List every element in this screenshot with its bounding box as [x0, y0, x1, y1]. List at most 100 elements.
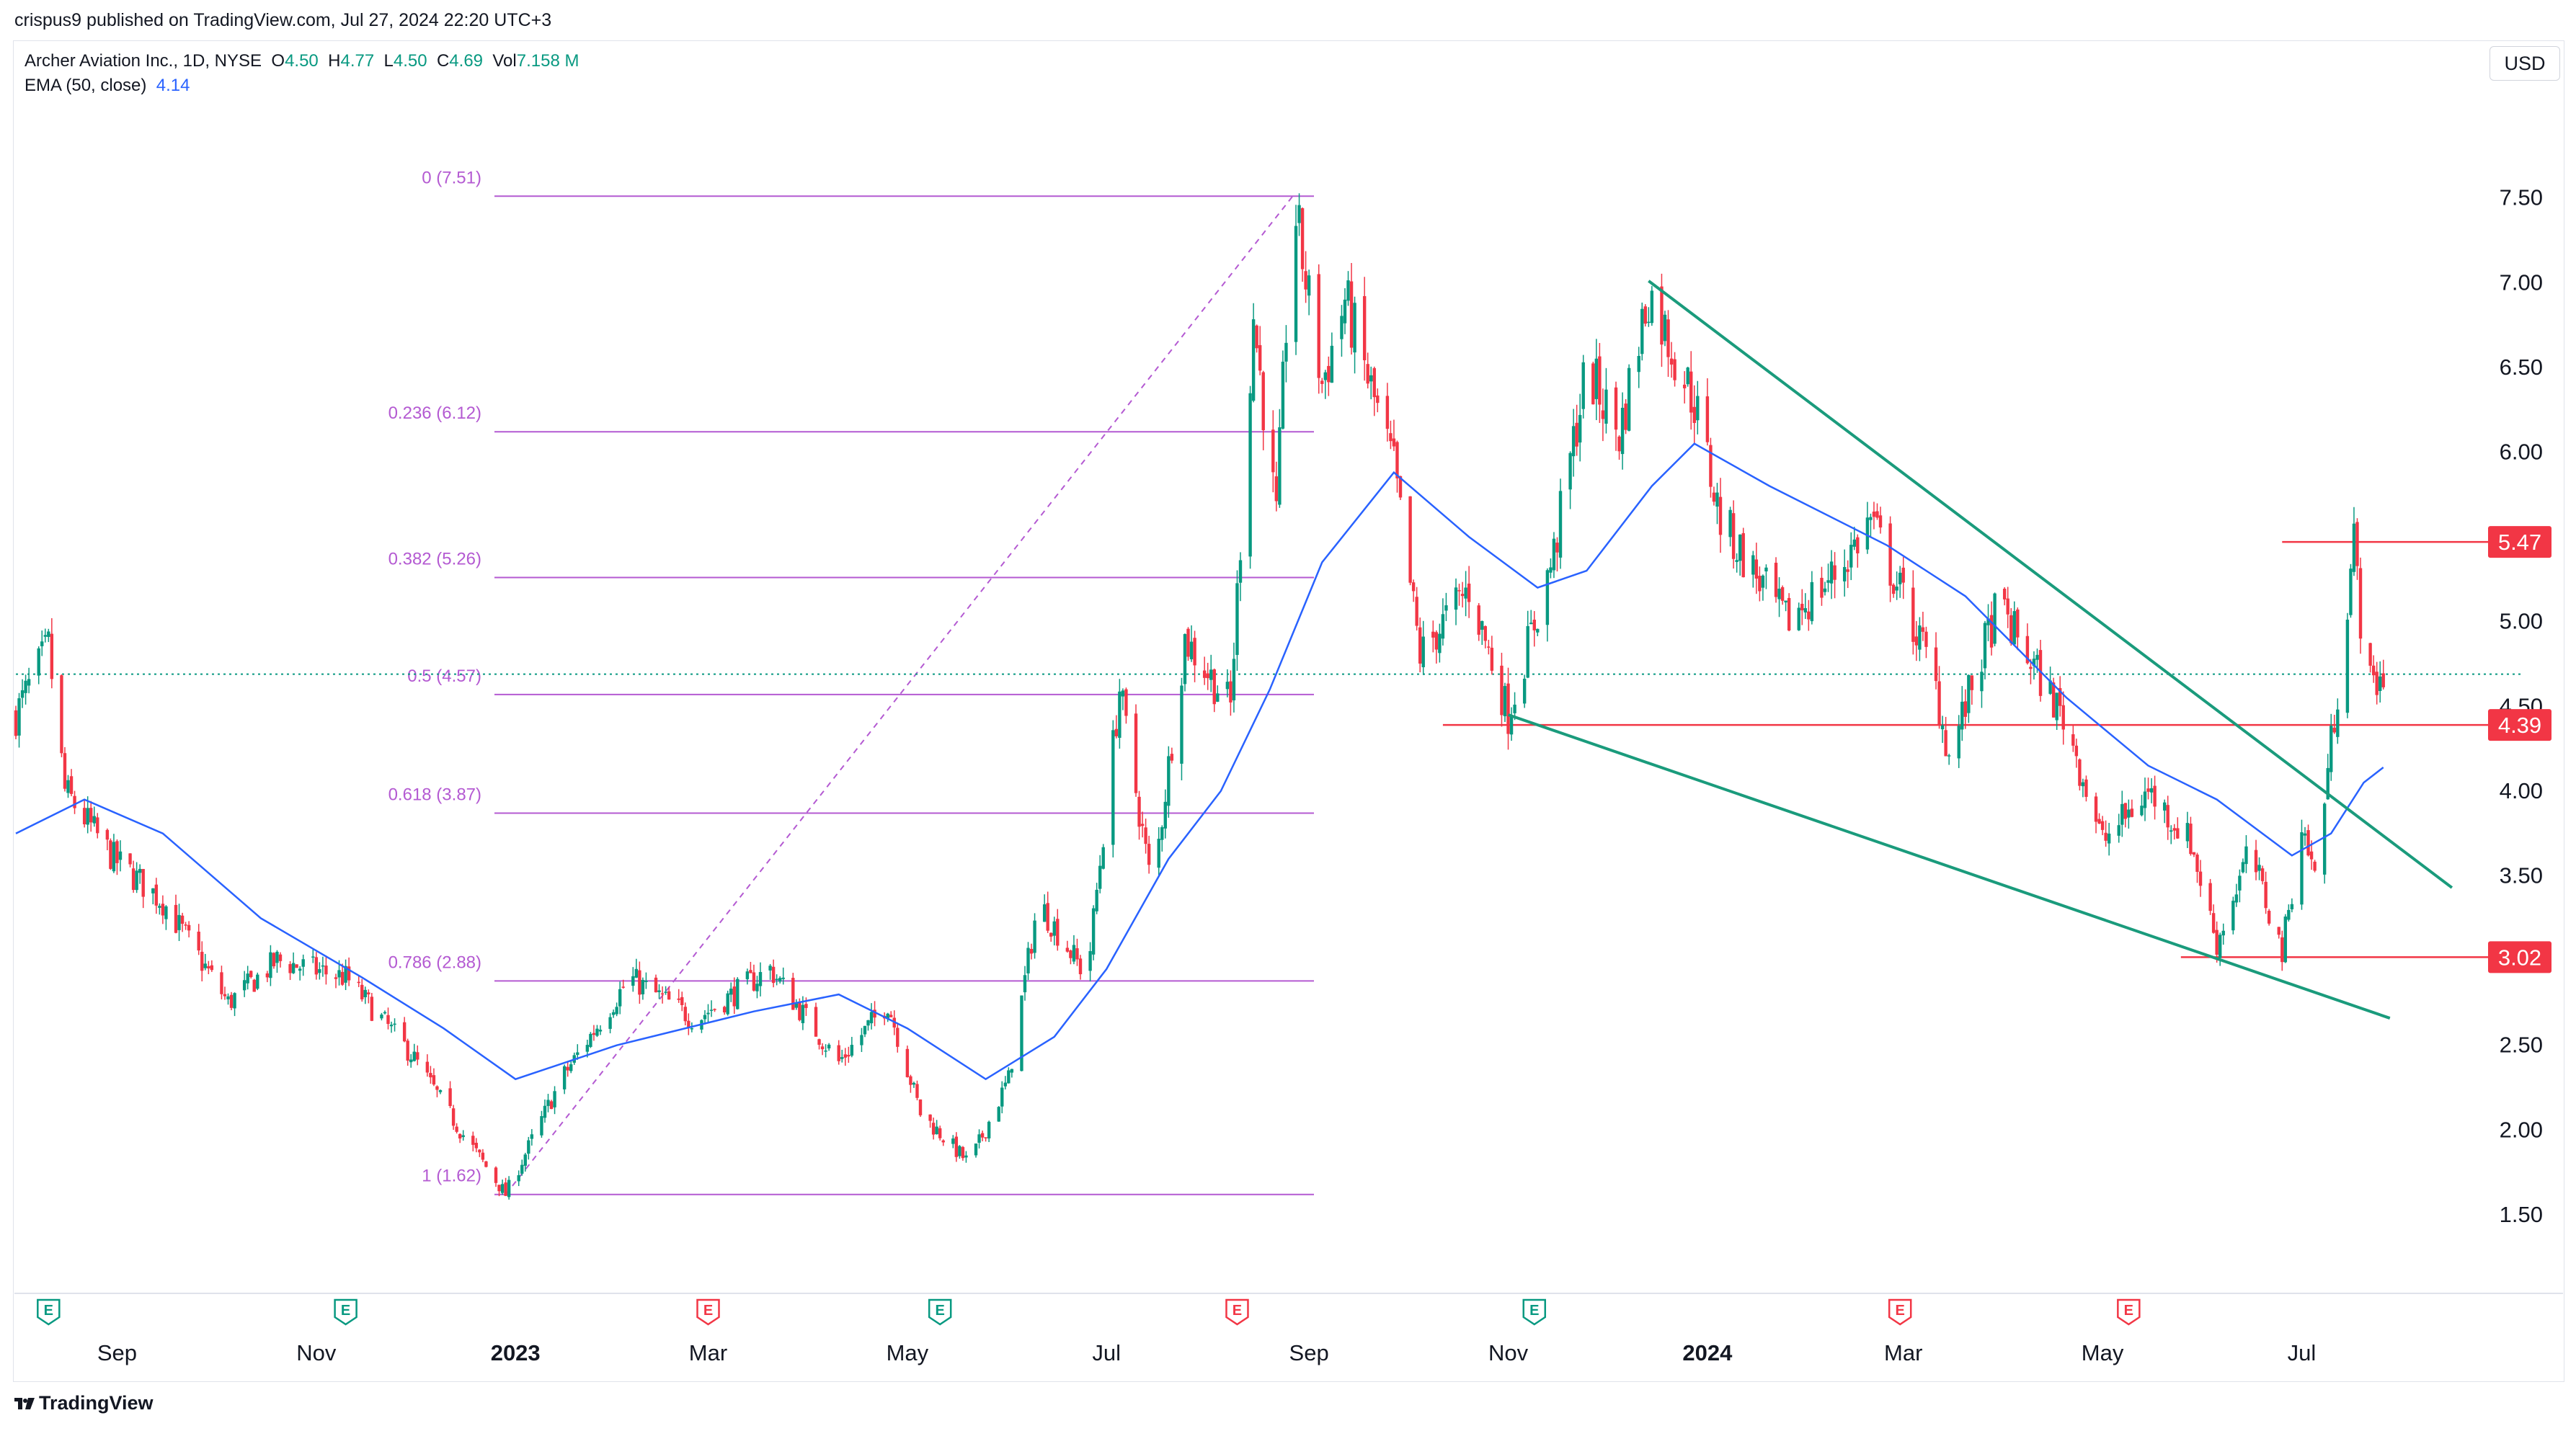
candle-body — [1532, 620, 1536, 630]
candle-body — [1258, 345, 1262, 371]
candle-body — [1020, 995, 1023, 1071]
candle-body — [451, 1108, 456, 1126]
candle-body — [1441, 614, 1445, 639]
candle-body — [416, 1052, 419, 1060]
candle-body — [2309, 851, 2314, 860]
symbol-row[interactable]: Archer Aviation Inc., 1D, NYSE O4.50 H4.… — [25, 49, 579, 73]
candle-body — [664, 991, 667, 993]
fib-level-label: 0 (7.51) — [422, 168, 481, 187]
candle-body — [814, 1007, 818, 1037]
candle-body — [2038, 650, 2043, 696]
candle-body — [2032, 659, 2036, 667]
candle-body — [1549, 567, 1553, 573]
earnings-marker-shape — [1888, 1298, 1912, 1326]
chart-legend[interactable]: Archer Aviation Inc., 1D, NYSE O4.50 H4.… — [25, 49, 579, 98]
candle-body — [758, 972, 763, 986]
candle-body — [37, 648, 40, 676]
candle-body — [1369, 375, 1373, 382]
candle-body — [200, 951, 204, 971]
open-value: 4.50 — [285, 51, 319, 71]
wedge-line — [1507, 713, 2391, 1020]
candle-body — [1666, 319, 1670, 357]
candle-body — [1483, 626, 1487, 641]
candle-body — [1157, 839, 1160, 868]
candle-body — [523, 1154, 527, 1166]
candle-body — [752, 972, 756, 991]
candle-body — [804, 1004, 808, 1008]
candle-body — [1408, 496, 1412, 583]
publisher-text: crispus9 published on TradingView.com, J… — [14, 10, 552, 30]
candle-body — [1418, 627, 1422, 664]
candle-body — [1235, 583, 1239, 655]
x-tick-label: Jul — [2288, 1340, 2317, 1365]
candle-body — [2055, 692, 2058, 721]
ema-line-group — [15, 442, 2384, 1081]
candle-body — [2172, 828, 2176, 831]
tradingview-brand[interactable]: TradingView — [14, 1392, 154, 1414]
candle-body — [843, 1054, 847, 1058]
y-axis[interactable]: 1.502.002.503.003.504.004.505.005.506.00… — [2500, 185, 2543, 1227]
candle-body — [406, 1040, 409, 1061]
candle-body — [63, 753, 67, 789]
candle-body — [2185, 823, 2190, 842]
candle-body — [435, 1086, 439, 1090]
candle-body — [1529, 623, 1533, 625]
candle-body — [112, 842, 116, 872]
candle-body — [1673, 359, 1676, 380]
candle-body — [977, 1134, 981, 1143]
candle-body — [272, 953, 276, 967]
candle-body — [1052, 921, 1056, 936]
horizontal-levels[interactable] — [16, 540, 2523, 958]
candle-body — [2336, 709, 2340, 737]
falling-wedge[interactable] — [1507, 280, 2453, 1020]
candle-body — [958, 1146, 961, 1156]
earnings-marker-shape — [696, 1298, 720, 1326]
candle-body — [1278, 427, 1282, 505]
candle-body — [242, 980, 247, 991]
candle-body — [1023, 975, 1027, 993]
candle-body — [683, 1007, 687, 1022]
candle-body — [915, 1084, 919, 1098]
x-axis[interactable]: Sep Nov 2023 Mar May Jul Sep Nov 2024 Mar May Jul — [14, 1293, 2563, 1365]
candle-body — [2198, 871, 2203, 886]
candle-body — [2078, 759, 2082, 786]
candle-body — [703, 1015, 707, 1020]
candle-body — [1875, 511, 1879, 518]
candle-body — [1212, 669, 1216, 705]
volume-value: 7.158 M — [516, 51, 579, 71]
ema-row[interactable]: EMA (50, close) 4.14 — [25, 73, 579, 98]
x-tick-label: Mar — [689, 1340, 727, 1365]
candle-body — [709, 1009, 714, 1011]
candle-body — [1643, 306, 1648, 324]
candle-body — [500, 1184, 505, 1193]
currency-button[interactable]: USD — [2490, 46, 2560, 81]
candle-body — [187, 924, 191, 931]
fib-retracement[interactable]: 0 (7.51) 0.236 (6.12) 0.382 (5.26) 0.5 (4.5… — [388, 168, 1314, 1195]
ema-value: 4.14 — [156, 76, 190, 95]
candle-body — [1049, 932, 1053, 937]
fib-level-label: 0.5 (4.57) — [407, 667, 481, 686]
candle-body — [20, 690, 25, 698]
candle-body — [1526, 625, 1529, 678]
candle-body — [1640, 308, 1644, 355]
candle-body — [1029, 948, 1034, 954]
candle-body — [732, 986, 736, 1007]
candle-body — [17, 698, 21, 736]
candle-body — [1101, 847, 1105, 869]
candle-body — [1980, 672, 1984, 692]
candle-body — [2097, 819, 2101, 824]
candle-body — [2208, 883, 2212, 911]
y-tick-label: 2.50 — [2500, 1033, 2543, 1058]
chart-frame[interactable] — [13, 40, 2564, 1382]
candle-body — [1281, 361, 1285, 429]
candle-body — [1438, 633, 1442, 654]
candle-body — [2192, 852, 2196, 855]
candle-body — [118, 851, 123, 860]
candle-body — [1957, 726, 1960, 759]
high-value: 4.77 — [340, 51, 375, 71]
candle-body — [105, 829, 110, 840]
candle-body — [964, 1155, 968, 1158]
candle-body — [1075, 948, 1079, 960]
